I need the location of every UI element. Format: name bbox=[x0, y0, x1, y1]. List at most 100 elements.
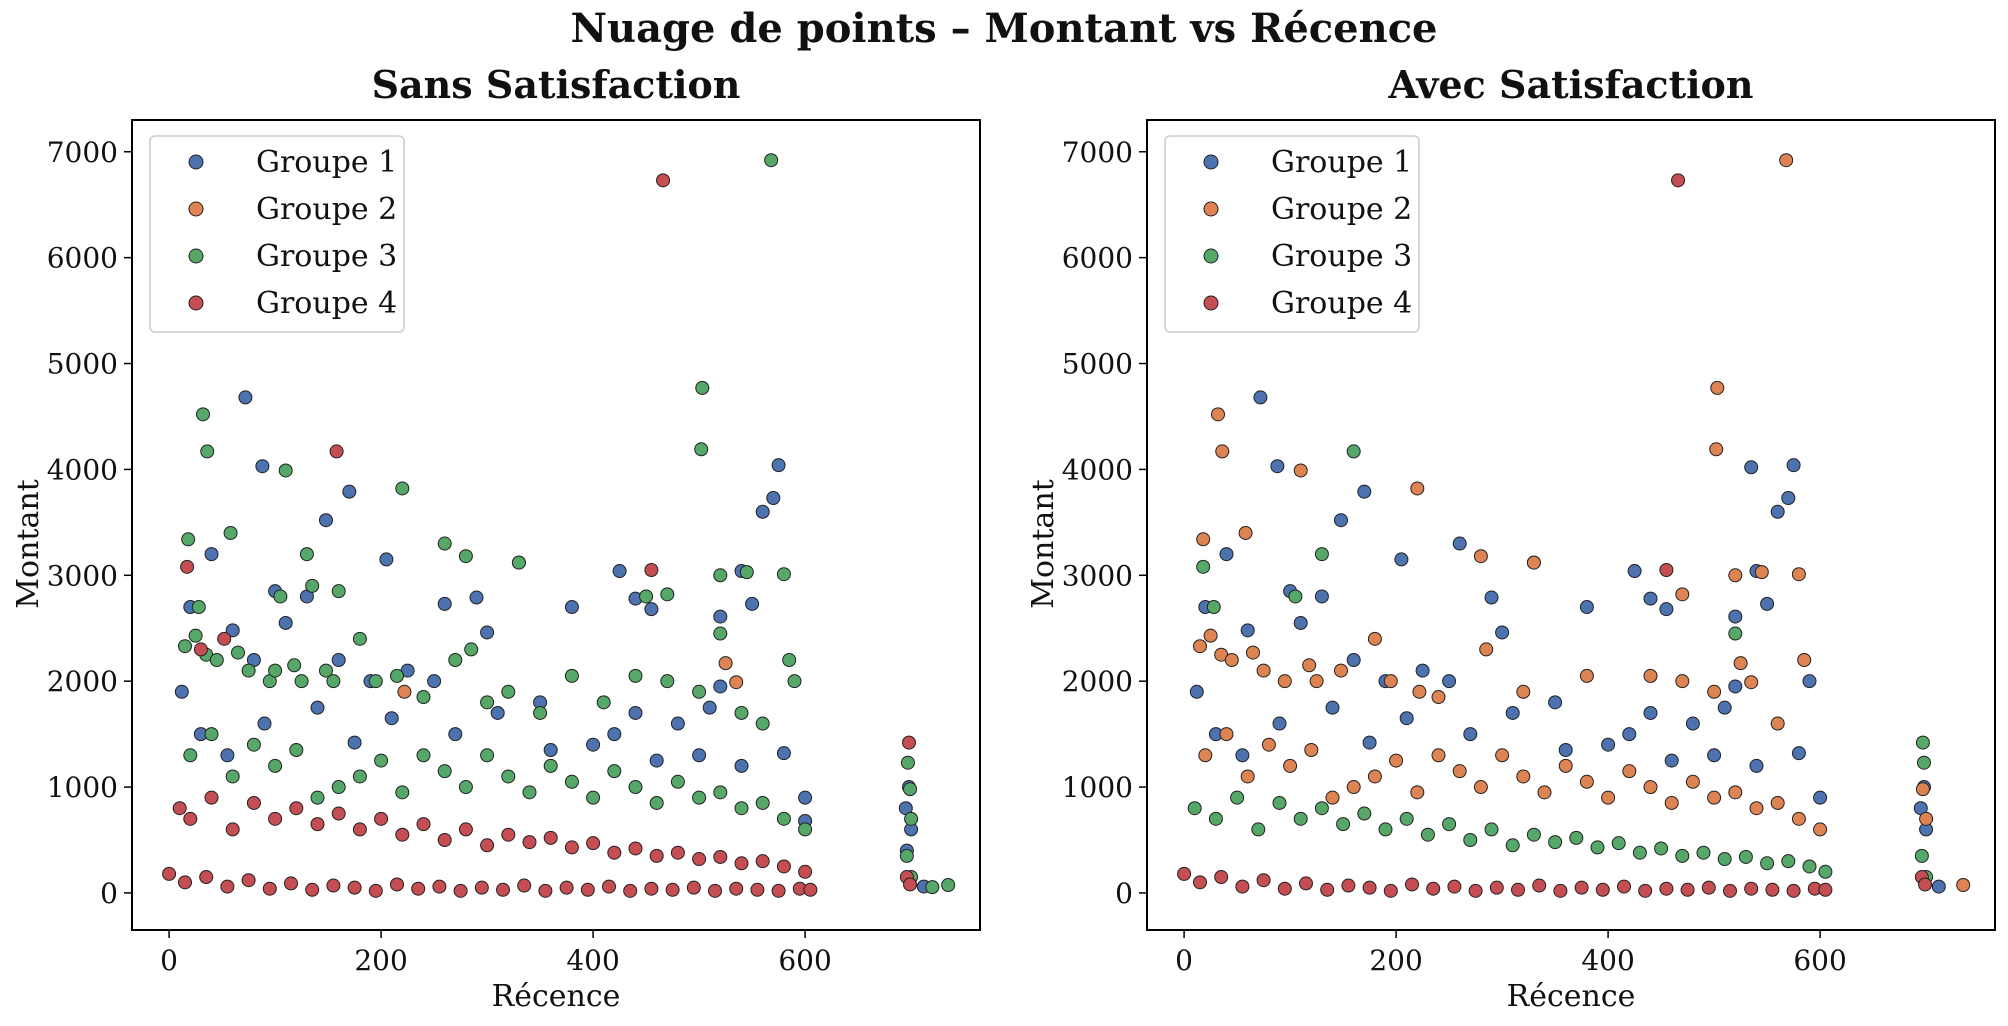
scatter-point bbox=[1357, 806, 1372, 821]
scatter-point bbox=[1215, 444, 1230, 459]
x-axis-label-left: Récence bbox=[492, 979, 621, 1014]
scatter-point bbox=[1410, 481, 1425, 496]
scatter-point bbox=[649, 848, 664, 863]
scatter-point bbox=[1710, 380, 1725, 395]
scatter-point bbox=[1277, 674, 1292, 689]
scatter-point bbox=[1394, 552, 1409, 567]
scatter-point bbox=[220, 879, 235, 894]
scatter-point bbox=[231, 645, 245, 660]
scatter-point bbox=[374, 811, 389, 826]
scatter-point bbox=[798, 790, 813, 805]
scatter-point bbox=[1659, 881, 1674, 896]
scatter-point bbox=[1728, 626, 1743, 641]
scatter-point bbox=[1723, 883, 1737, 898]
scatter-point bbox=[564, 600, 579, 615]
scatter-point bbox=[191, 600, 206, 615]
scatter-point bbox=[580, 882, 595, 897]
scatter-point bbox=[1468, 883, 1483, 898]
panel-avec-satisfaction: Avec Satisfaction Récence Montant 0 200 40… bbox=[1026, 62, 1996, 1014]
scatter-point bbox=[941, 878, 956, 892]
scatter-point bbox=[1760, 596, 1775, 611]
scatter-point bbox=[1709, 442, 1724, 457]
scatter-point bbox=[1919, 811, 1934, 826]
scatter-point bbox=[278, 463, 293, 478]
scatter-point bbox=[1548, 835, 1563, 850]
scatter-point bbox=[1415, 663, 1430, 678]
scatter-point bbox=[1770, 795, 1785, 810]
legend-box bbox=[1164, 135, 1420, 333]
scatter-point bbox=[437, 833, 452, 847]
scatter-point bbox=[1680, 882, 1695, 897]
scatter-point bbox=[1744, 460, 1759, 475]
y-tick-label: 7000 bbox=[47, 136, 118, 169]
x-tick-label: 200 bbox=[354, 944, 407, 977]
scatter-point bbox=[1553, 883, 1568, 898]
scatter-point bbox=[1797, 653, 1812, 667]
scatter-point bbox=[596, 695, 611, 710]
scatter-point bbox=[607, 727, 622, 742]
scatter-point bbox=[501, 769, 516, 784]
scatter-point bbox=[1447, 879, 1462, 894]
scatter-point bbox=[649, 795, 664, 810]
scatter-point bbox=[1302, 658, 1317, 673]
scatter-point bbox=[1685, 774, 1700, 789]
scatter-point bbox=[1389, 753, 1404, 768]
scatter-point bbox=[1325, 790, 1340, 805]
scatter-point bbox=[559, 880, 574, 895]
scatter-point bbox=[670, 845, 685, 860]
scatter-point bbox=[755, 716, 770, 731]
scatter-point bbox=[1240, 769, 1255, 784]
scatter-point bbox=[368, 883, 383, 898]
scatter-point bbox=[329, 444, 344, 459]
scatter-point bbox=[1590, 840, 1605, 855]
scatter-point bbox=[1728, 785, 1743, 800]
y-tick-label: 4000 bbox=[47, 453, 118, 486]
scatter-point bbox=[1664, 795, 1679, 810]
scatter-point bbox=[1189, 684, 1204, 699]
scatter-point bbox=[1309, 674, 1324, 689]
legend-marker bbox=[188, 248, 204, 264]
scatter-point bbox=[1270, 459, 1285, 474]
scatter-point bbox=[1914, 848, 1929, 863]
scatter-point bbox=[656, 173, 671, 188]
panel-title-avec-satisfaction: Avec Satisfaction bbox=[1387, 62, 1753, 107]
scatter-point bbox=[708, 883, 722, 898]
scatter-point bbox=[331, 806, 346, 821]
scatter-point bbox=[1537, 785, 1552, 800]
scatter-point bbox=[1336, 817, 1351, 832]
scatter-point bbox=[1346, 780, 1361, 795]
scatter-point bbox=[925, 880, 940, 895]
scatter-point bbox=[1781, 491, 1796, 505]
scatter-point bbox=[204, 547, 219, 562]
scatter-point bbox=[1675, 848, 1690, 863]
scatter-point bbox=[628, 668, 643, 683]
scatter-point bbox=[1214, 870, 1229, 885]
scatter-point bbox=[1314, 547, 1329, 562]
scatter-point bbox=[225, 822, 240, 837]
scatter-point bbox=[586, 836, 601, 851]
legend-left: Groupe 1 Groupe 2 Groupe 3 Groupe 4 bbox=[149, 135, 405, 333]
scatter-point bbox=[501, 684, 516, 699]
x-tick-label: 400 bbox=[566, 944, 619, 977]
scatter-point bbox=[1442, 817, 1457, 832]
scatter-point bbox=[1728, 568, 1743, 583]
scatter-point bbox=[1791, 746, 1806, 761]
scatter-point bbox=[1206, 600, 1221, 615]
scatter-point bbox=[1931, 879, 1946, 894]
legend-label: Groupe 1 bbox=[256, 145, 397, 180]
y-tick-label: 1000 bbox=[1062, 771, 1133, 804]
scatter-point bbox=[262, 881, 277, 896]
scatter-point bbox=[1367, 631, 1382, 646]
scatter-point bbox=[692, 748, 707, 763]
scatter-point bbox=[287, 658, 302, 673]
legend-marker bbox=[1203, 295, 1219, 311]
scatter-point bbox=[1357, 484, 1372, 499]
scatter-point bbox=[1333, 513, 1348, 528]
scatter-point bbox=[1320, 882, 1335, 897]
scatter-point bbox=[1405, 877, 1419, 892]
scatter-point bbox=[1246, 645, 1260, 660]
scatter-point bbox=[1187, 801, 1202, 816]
scatter-point bbox=[305, 578, 320, 593]
scatter-point bbox=[628, 780, 643, 795]
scatter-point bbox=[1314, 801, 1329, 816]
